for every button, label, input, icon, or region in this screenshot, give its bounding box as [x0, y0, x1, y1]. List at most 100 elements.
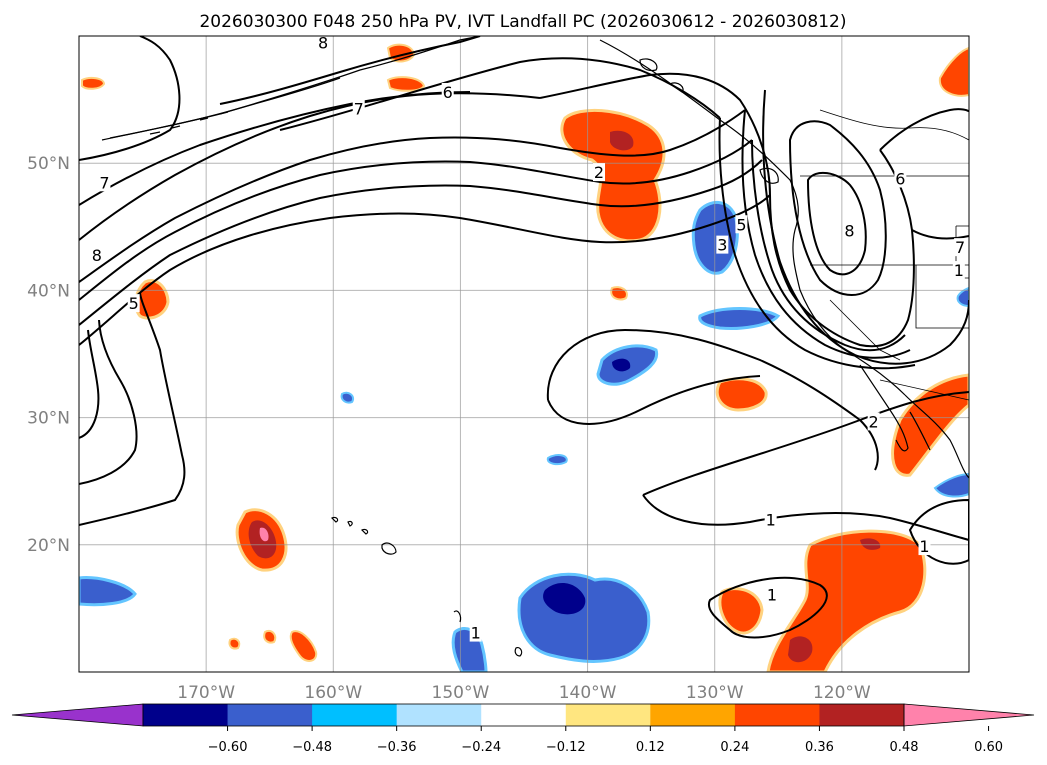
contour-label-bg	[441, 82, 454, 101]
contour-4-west	[79, 329, 100, 439]
contour-label-bg	[735, 215, 748, 234]
contour-label: 8	[844, 222, 854, 241]
contour-label: 5	[736, 215, 746, 234]
contour-label-bg	[954, 238, 967, 257]
contour-label-bg	[764, 510, 777, 529]
trough-contour-3	[741, 109, 911, 359]
colorbar-segment	[734, 704, 820, 726]
positive-anomaly-small-2	[263, 630, 277, 644]
contour-east-small	[911, 229, 969, 240]
pv-anomaly-shading	[79, 43, 969, 672]
positive-anomaly-ne	[938, 46, 969, 97]
contour-label-bg	[317, 36, 330, 52]
colorbar-tick-label: −0.24	[461, 740, 501, 755]
contour-7-north	[79, 92, 541, 241]
contour-label: 2	[869, 412, 879, 431]
border-interior-1	[819, 109, 969, 141]
contour-3-west	[79, 319, 138, 485]
contour-7-jet	[79, 139, 753, 301]
lon-tick-label: 150°W	[432, 683, 490, 703]
positive-anomaly-gulf-core	[610, 130, 634, 151]
hawaii-big-island	[381, 542, 397, 555]
contour-5-jet	[79, 194, 771, 346]
colorbar-tick-label: −0.12	[546, 740, 586, 755]
contour-label-bg	[765, 585, 778, 604]
contour-label-bg	[469, 623, 482, 642]
contour-label: 8	[92, 246, 102, 265]
negative-anomaly-west-edge	[79, 576, 137, 607]
east-pacific-islet	[514, 647, 523, 657]
state-border-2	[915, 265, 969, 329]
contour-label-bg	[867, 412, 880, 431]
colorbar-frame	[142, 703, 905, 727]
positive-anomaly-south	[766, 529, 927, 672]
positive-anomaly-baja	[891, 373, 969, 477]
contour-label: 3	[717, 236, 727, 255]
colorbar: −0.60 −0.48 −0.36 −0.24 −0.12 0.12 0.24 0.36 0.4…	[11, 703, 1035, 755]
contour-label: 1	[954, 261, 964, 280]
negative-anomaly-east-2	[956, 286, 969, 308]
alaska-panhandle-islands	[639, 58, 684, 93]
colorbar-tick-label: 0.36	[805, 740, 834, 755]
contour-label-bg	[98, 173, 111, 192]
contour-2-west	[79, 291, 186, 526]
colorbar-tick-label: 0.24	[720, 740, 749, 755]
lon-tick-label: 140°W	[559, 683, 617, 703]
contour-1-south	[642, 391, 969, 496]
colorbar-tick-label: 0.48	[890, 740, 919, 755]
positive-anomaly-nw-3	[81, 76, 106, 90]
contour-label: 7	[354, 100, 364, 119]
lat-tick-label: 30°N	[27, 409, 70, 429]
contour-2-mid-lower	[547, 375, 761, 425]
contour-label: 6	[443, 83, 453, 102]
trough-contour-2	[751, 139, 906, 352]
negative-anomaly-east-1	[933, 472, 969, 498]
lat-tick-label: 50°N	[27, 154, 70, 174]
contour-label-bg	[352, 99, 365, 118]
positive-anomaly-hawaii-max	[259, 527, 269, 542]
contour-label: 6	[895, 169, 905, 188]
colorbar-extend-high	[903, 703, 1035, 727]
contour-label-bg	[593, 163, 606, 182]
baja-coast	[859, 364, 909, 452]
contour-label-bg	[90, 245, 103, 264]
colorbar-segment	[143, 704, 229, 726]
positive-anomaly-w	[134, 279, 170, 320]
colorbar-extend-low	[11, 703, 144, 727]
lat-tick-label: 20°N	[27, 536, 70, 556]
positive-anomaly-south-core	[788, 636, 813, 663]
colorbar-segment	[312, 704, 398, 726]
trough-contour-inner-2	[806, 171, 867, 276]
us-mexico-border	[879, 379, 969, 401]
contour-label-bg	[952, 261, 965, 280]
positive-anomaly-south-core-2	[860, 538, 881, 550]
trough-contour-1	[769, 149, 915, 348]
east-pacific-islet-2	[453, 610, 462, 623]
contour-north-upper	[79, 36, 181, 161]
negative-anomaly-subtrop-core	[612, 358, 631, 372]
lon-tick-label: 170°W	[177, 683, 235, 703]
positive-anomaly-subtrop	[715, 377, 768, 412]
hawaii-kauai	[330, 516, 339, 523]
contour-label: 2	[594, 163, 604, 182]
trough-contour-4	[718, 117, 916, 370]
contour-8-jet	[79, 109, 746, 283]
contour-north-arc	[219, 36, 481, 105]
positive-anomaly-small-1	[289, 630, 318, 662]
colorbar-tick-label: −0.36	[377, 740, 417, 755]
positive-anomaly-small-3	[228, 637, 241, 650]
contour-label: 7	[955, 238, 965, 257]
colorbar-segment	[650, 704, 736, 726]
negative-anomaly-strip	[698, 307, 781, 330]
contour-label: 1	[767, 585, 777, 604]
contour-1-loop	[707, 576, 828, 639]
aleutian-islets-1	[149, 125, 181, 135]
colorbar-segment	[481, 704, 567, 726]
lon-tick-label: 160°W	[304, 683, 362, 703]
contour-label: 1	[766, 510, 776, 529]
contour-label-bg	[918, 537, 931, 556]
latitude-tick-labels: 20°N 30°N 40°N 50°N	[27, 154, 70, 556]
